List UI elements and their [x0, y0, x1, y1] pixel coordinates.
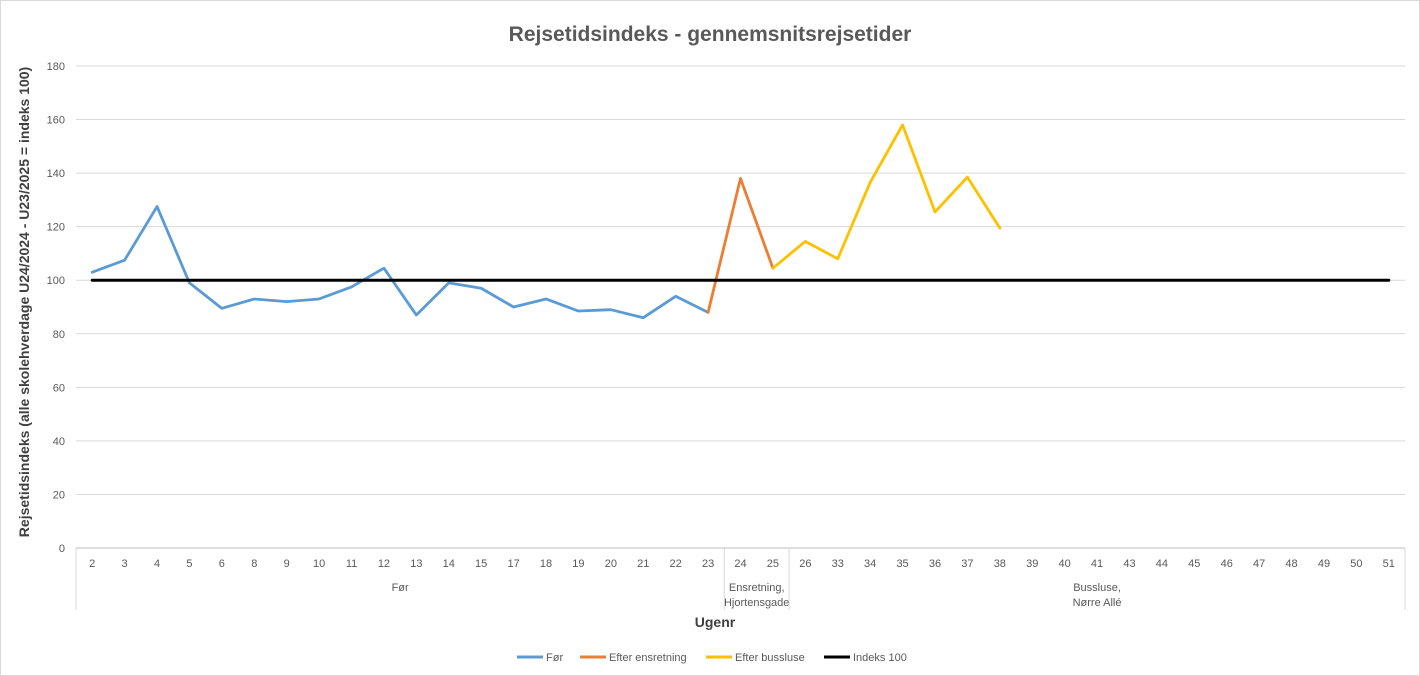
y-tick-label: 60	[53, 382, 65, 394]
x-group-label: Før	[392, 582, 409, 594]
x-tick-label: 17	[507, 558, 519, 570]
x-tick-label: 49	[1318, 558, 1330, 570]
x-tick-label: 3	[122, 558, 128, 570]
x-tick-label: 51	[1383, 558, 1395, 570]
x-tick-label: 14	[443, 558, 455, 570]
x-tick-label: 37	[961, 558, 973, 570]
y-tick-label: 80	[53, 329, 65, 341]
x-group-label: Nørre Allé	[1073, 597, 1122, 609]
x-axis: 2 3 4 5 6 8 9 10 11 12 13 14 15 17 18 19 20 21 22 23 24 25 26 3…	[75, 548, 1406, 610]
x-tick-label: 26	[799, 558, 811, 570]
x-tick-label: 8	[251, 558, 257, 570]
y-axis-title: Rejsetidsindeks (alle skolehverdage U24/…	[16, 67, 32, 537]
x-tick-label: 21	[637, 558, 649, 570]
x-tick-label: 15	[475, 558, 487, 570]
x-tick-label: 5	[186, 558, 192, 570]
x-tick-label: 13	[410, 558, 422, 570]
series-line	[771, 123, 1002, 270]
y-tick-label: 140	[47, 168, 65, 180]
series-line	[90, 205, 710, 320]
x-tick-label: 34	[864, 558, 876, 570]
y-tick-label: 20	[53, 489, 65, 501]
x-tick-label: 12	[378, 558, 390, 570]
y-tick-label: 0	[59, 543, 65, 555]
x-tick-label: 24	[734, 558, 746, 570]
x-group-label: Hjortensgade	[724, 597, 789, 609]
x-tick-label: 10	[313, 558, 325, 570]
legend-label: Efter ensretning	[609, 652, 687, 664]
x-tick-label: 22	[670, 558, 682, 570]
x-tick-label: 9	[284, 558, 290, 570]
x-group-label: Ensretning,	[729, 582, 785, 594]
x-tick-label: 25	[767, 558, 779, 570]
x-tick-label: 2	[89, 558, 95, 570]
x-tick-label: 11	[346, 558, 357, 570]
legend-label: Efter bussluse	[735, 652, 805, 664]
legend-label: Indeks 100	[853, 652, 907, 664]
x-group-label: Bussluse,	[1073, 582, 1121, 594]
x-tick-label: 23	[702, 558, 714, 570]
x-axis-title: Ugenr	[695, 614, 736, 630]
y-tick-label: 40	[53, 436, 65, 448]
x-tick-label: 35	[896, 558, 908, 570]
y-tick-label: 120	[47, 222, 65, 234]
x-tick-label: 4	[154, 558, 160, 570]
series-line	[706, 177, 775, 314]
y-tick-label: 100	[47, 275, 65, 287]
legend-label: Før	[546, 652, 563, 664]
x-tick-label: 45	[1188, 558, 1200, 570]
y-tick-label: 160	[47, 115, 65, 127]
legend: Før Efter ensretning Efter bussluse Indeks …	[517, 652, 907, 664]
x-tick-label: 47	[1253, 558, 1265, 570]
x-tick-label: 36	[929, 558, 941, 570]
series-lines	[90, 123, 1391, 320]
x-tick-label: 48	[1285, 558, 1297, 570]
x-tick-label: 41	[1091, 558, 1103, 570]
y-axis-ticks: 0 20 40 60 80 100 120 140 160 180	[47, 61, 65, 555]
gridlines	[76, 65, 1405, 549]
x-tick-label: 33	[832, 558, 844, 570]
x-tick-label: 43	[1123, 558, 1135, 570]
x-tick-label: 38	[994, 558, 1006, 570]
x-tick-label: 50	[1350, 558, 1362, 570]
x-tick-label: 46	[1221, 558, 1233, 570]
y-tick-label: 180	[47, 61, 65, 73]
x-tick-label: 40	[1059, 558, 1071, 570]
x-tick-label: 39	[1026, 558, 1038, 570]
x-tick-label: 19	[572, 558, 584, 570]
chart-title: Rejsetidsindeks - gennemsnitsrejsetider	[509, 23, 912, 46]
x-tick-label: 20	[605, 558, 617, 570]
x-tick-label: 44	[1156, 558, 1168, 570]
x-tick-label: 6	[219, 558, 225, 570]
x-tick-label: 18	[540, 558, 552, 570]
